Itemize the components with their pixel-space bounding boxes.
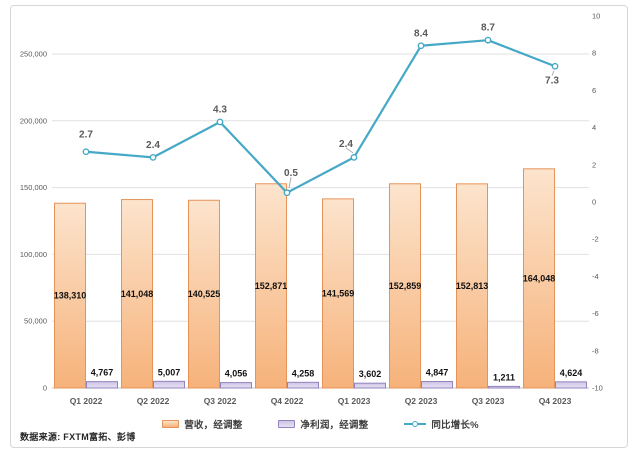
growth-marker-icon xyxy=(82,148,90,156)
svg-text:6: 6 xyxy=(592,86,596,95)
svg-text:2.4: 2.4 xyxy=(339,139,353,150)
svg-text:7.3: 7.3 xyxy=(545,76,559,87)
revenue-bar xyxy=(523,168,555,389)
svg-text:4,258: 4,258 xyxy=(292,368,315,378)
svg-text:Q1 2023: Q1 2023 xyxy=(338,396,371,406)
svg-text:141,048: 141,048 xyxy=(121,289,154,299)
growth-marker-icon xyxy=(484,36,492,44)
svg-text:164,048: 164,048 xyxy=(523,273,556,283)
svg-text:Q1 2022: Q1 2022 xyxy=(70,396,103,406)
legend-item-growth: 同比增长% xyxy=(404,417,479,431)
svg-text:Q4 2023: Q4 2023 xyxy=(539,396,572,406)
legend-item-revenue: 营收，经调整 xyxy=(162,417,242,431)
growth-marker-icon xyxy=(149,153,157,161)
svg-text:141,569: 141,569 xyxy=(322,288,355,298)
svg-text:-4: -4 xyxy=(592,272,599,281)
profit-bar xyxy=(287,381,319,389)
profit-swatch-icon xyxy=(278,420,296,428)
legend-item-profit: 净利润，经调整 xyxy=(278,417,368,431)
svg-text:3,602: 3,602 xyxy=(359,369,382,379)
profit-bar xyxy=(555,381,587,389)
profit-bar xyxy=(153,380,185,389)
growth-marker-icon xyxy=(551,62,559,70)
svg-text:-8: -8 xyxy=(592,346,599,355)
svg-text:250,000: 250,000 xyxy=(20,50,47,59)
svg-text:152,859: 152,859 xyxy=(389,281,422,291)
svg-text:0: 0 xyxy=(43,384,47,393)
svg-text:0: 0 xyxy=(592,198,596,207)
legend-label-profit: 净利润，经调整 xyxy=(300,420,369,431)
revenue-swatch-icon xyxy=(162,420,180,428)
svg-text:4: 4 xyxy=(592,123,596,132)
bars-revenue xyxy=(54,168,555,389)
svg-text:-2: -2 xyxy=(592,235,599,244)
svg-text:Q3 2023: Q3 2023 xyxy=(472,396,505,406)
left-axis-labels: 0 50,000 100,000 150,000 200,000 250,000 xyxy=(20,50,47,393)
svg-text:50,000: 50,000 xyxy=(24,317,47,326)
growth-marker-icon xyxy=(350,153,358,161)
legend-label-growth: 同比增长% xyxy=(431,420,479,431)
svg-text:-10: -10 xyxy=(592,384,603,393)
svg-text:-6: -6 xyxy=(592,309,599,318)
svg-text:140,525: 140,525 xyxy=(188,289,221,299)
profit-bar xyxy=(354,382,386,389)
svg-text:4,767: 4,767 xyxy=(91,368,114,378)
svg-text:4,624: 4,624 xyxy=(560,368,583,378)
revenue-bar xyxy=(54,202,86,389)
revenue-bar xyxy=(255,183,287,389)
revenue-bar xyxy=(456,183,488,389)
svg-text:5,007: 5,007 xyxy=(158,367,181,377)
revenue-bar xyxy=(121,199,153,389)
svg-text:Q3 2022: Q3 2022 xyxy=(204,396,237,406)
svg-text:Q4 2022: Q4 2022 xyxy=(271,396,304,406)
x-axis-labels: Q1 2022 Q2 2022 Q3 2022 Q4 2022 Q1 2023 Q2 20… xyxy=(70,396,572,406)
svg-text:138,310: 138,310 xyxy=(54,291,87,301)
growth-line xyxy=(85,39,556,194)
svg-text:100,000: 100,000 xyxy=(20,250,47,259)
svg-text:0.5: 0.5 xyxy=(284,168,298,179)
legend: 营收，经调整 净利润，经调整 同比增长% xyxy=(52,417,589,431)
growth-line-markers xyxy=(82,36,559,197)
growth-marker-icon xyxy=(417,42,425,50)
svg-text:Q2 2022: Q2 2022 xyxy=(137,396,170,406)
profit-bar xyxy=(220,382,252,389)
growth-marker-icon xyxy=(283,189,291,197)
svg-text:1,211: 1,211 xyxy=(493,372,515,382)
growth-line-swatch-icon xyxy=(404,420,427,428)
svg-text:152,871: 152,871 xyxy=(255,281,288,291)
right-axis-labels: 10 8 6 4 2 0 -2 -4 -6 -8 -10 xyxy=(592,12,603,393)
svg-text:8.7: 8.7 xyxy=(481,23,495,34)
svg-text:2.7: 2.7 xyxy=(79,129,93,140)
profit-bar xyxy=(421,381,453,389)
svg-text:8: 8 xyxy=(592,49,596,58)
revenue-bar xyxy=(389,183,421,389)
profit-bar xyxy=(86,381,118,389)
svg-text:2: 2 xyxy=(592,160,596,169)
svg-text:2.4: 2.4 xyxy=(146,140,160,151)
growth-marker-icon xyxy=(216,118,224,126)
svg-text:150,000: 150,000 xyxy=(20,183,47,192)
revenue-bar xyxy=(188,199,220,389)
growth-line-labels: 2.7 2.4 4.3 0.5 2.4 8.4 8.7 7.3 xyxy=(79,23,559,189)
svg-text:4,847: 4,847 xyxy=(426,368,449,378)
svg-text:200,000: 200,000 xyxy=(20,116,47,125)
svg-text:152,813: 152,813 xyxy=(456,281,489,291)
svg-text:4.3: 4.3 xyxy=(213,105,227,116)
svg-text:4,056: 4,056 xyxy=(225,369,248,379)
svg-text:8.4: 8.4 xyxy=(414,28,428,39)
profit-bar xyxy=(488,385,520,389)
bar-labels: 138,310 4,767 141,048 5,007 140,525 4,056 152,… xyxy=(54,273,583,382)
svg-text:Q2 2023: Q2 2023 xyxy=(405,396,438,406)
bars-net-profit xyxy=(86,380,587,389)
source-note: 数据来源: FXTM富拓、彭博 xyxy=(20,432,136,442)
revenue-bar xyxy=(322,198,354,389)
svg-text:10: 10 xyxy=(592,12,600,21)
legend-label-revenue: 营收，经调整 xyxy=(184,420,243,431)
